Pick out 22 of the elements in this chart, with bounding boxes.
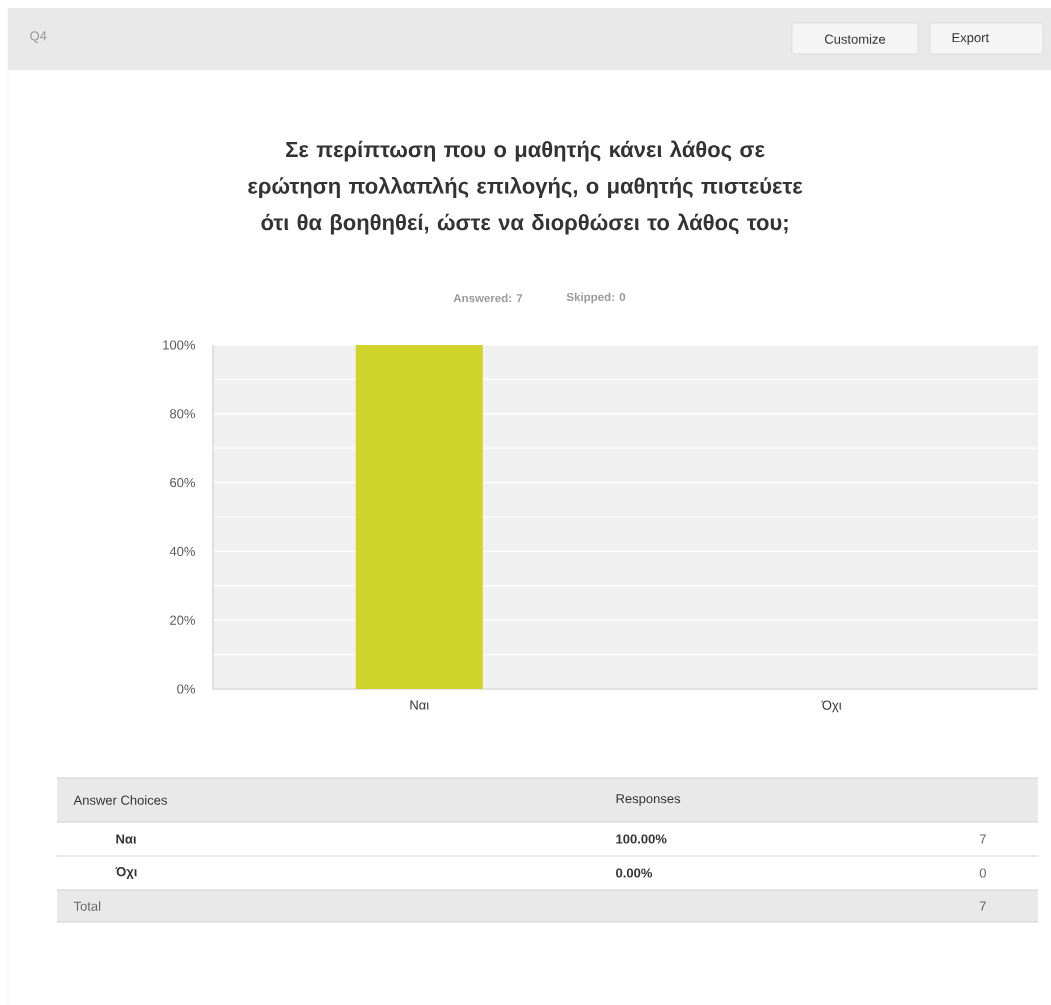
y-tick-label: 0%	[177, 684, 196, 694]
text: Answer Choices	[73, 795, 167, 805]
text: Answered: 7	[453, 293, 523, 303]
text: 7	[979, 901, 986, 911]
text: 0	[979, 868, 986, 878]
category-label: Όχι	[115, 867, 137, 879]
y-tick-label: 60%	[170, 477, 196, 488]
text: 0.00%	[616, 868, 653, 878]
text: Total	[73, 901, 101, 911]
text: Q4	[30, 31, 47, 43]
y-tick-label: 20%	[170, 615, 196, 625]
text: Responses	[616, 794, 681, 806]
y-tick-label: 80%	[170, 409, 196, 419]
text: 100.00%	[616, 834, 667, 844]
y-tick-label: 100%	[163, 340, 196, 350]
category-label: Ναι	[116, 834, 137, 844]
text: 7	[979, 834, 986, 844]
text: Customize	[824, 34, 886, 44]
y-tick-label: 40%	[169, 546, 196, 556]
text: Export	[952, 33, 990, 45]
chart-title: Σε περίπτωση που ο μαθητής κάνει λάθος σε ερώτηση πολλαπλής επιλογής, ο μαθητής πιστεύετε ότι θα βοηθηθεί, ώστε να διορθώσει το λάθος του;	[248, 140, 803, 235]
text: Skipped: 0	[566, 292, 626, 304]
